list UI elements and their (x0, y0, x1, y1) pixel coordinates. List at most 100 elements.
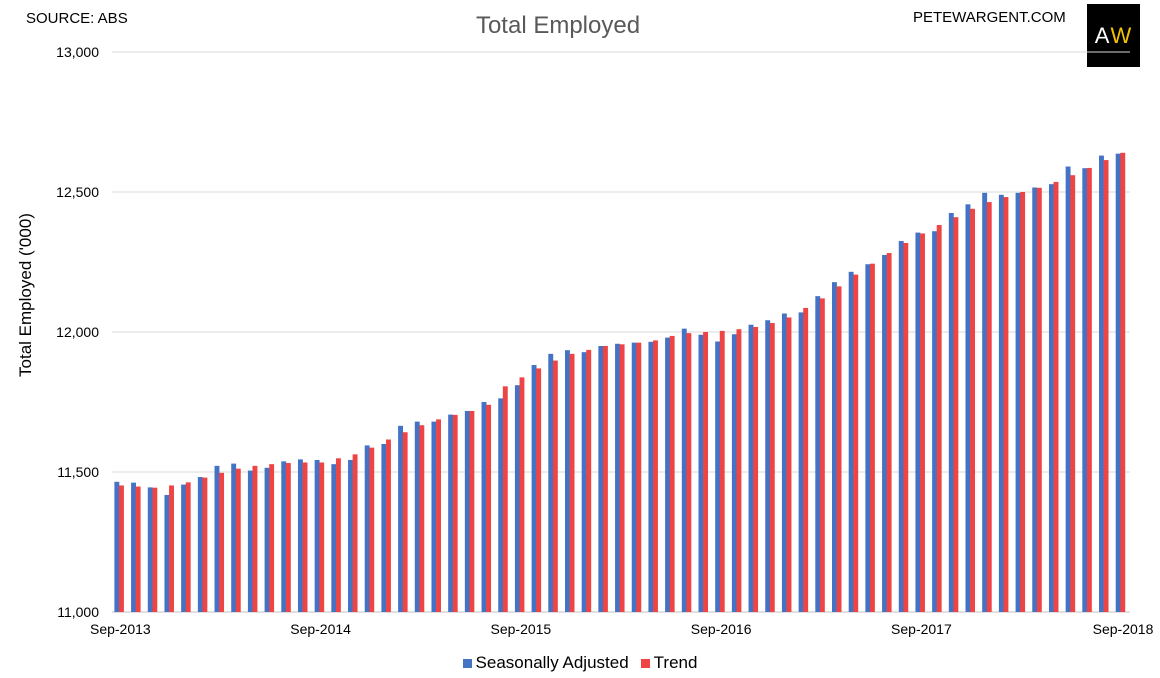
bar-seasonally-adjusted (898, 241, 904, 612)
bar-trend (819, 298, 825, 612)
bar-trend (452, 414, 458, 612)
bar-seasonally-adjusted (681, 328, 687, 612)
bar-seasonally-adjusted (765, 320, 771, 612)
y-tick-label: 12,000 (56, 324, 99, 340)
y-tick-label: 11,500 (57, 464, 99, 480)
bar-trend (1086, 167, 1092, 613)
legend-swatch-trend (640, 658, 650, 668)
bar-trend (552, 360, 558, 612)
bar-seasonally-adjusted (147, 487, 153, 612)
bar-seasonally-adjusted (781, 313, 787, 612)
bar-seasonally-adjusted (932, 231, 938, 612)
bar-trend (502, 386, 508, 612)
legend-item-seasonally-adjusted: Seasonally Adjusted (462, 653, 629, 673)
bar-trend (185, 482, 191, 612)
bar-seasonally-adjusted (297, 459, 303, 612)
bar-seasonally-adjusted (982, 192, 988, 612)
bar-trend (636, 342, 642, 612)
legend-item-trend: Trend (640, 653, 698, 673)
bar-seasonally-adjusted (998, 194, 1004, 613)
bar-trend (853, 274, 859, 612)
bar-seasonally-adjusted (114, 481, 120, 612)
legend-label-trend: Trend (653, 653, 698, 672)
bar-seasonally-adjusted (164, 494, 170, 612)
bar-trend (402, 432, 408, 612)
bar-trend (753, 326, 759, 612)
bar-trend (519, 377, 525, 612)
y-tick-label: 13,000 (56, 44, 99, 60)
bar-seasonally-adjusted (615, 343, 620, 612)
bar-trend (569, 353, 575, 612)
bar-seasonally-adjusted (197, 477, 203, 612)
bar-seasonally-adjusted (331, 464, 337, 612)
bar-seasonally-adjusted (748, 324, 754, 612)
bar-seasonally-adjusted (815, 296, 821, 612)
bar-trend (1120, 152, 1126, 613)
y-tick-label: 11,000 (57, 604, 99, 620)
source-label: SOURCE: ABS (26, 10, 128, 27)
bar-trend (1070, 175, 1076, 612)
bar-seasonally-adjusted (1115, 153, 1121, 612)
bar-trend (920, 233, 925, 612)
bar-trend (653, 340, 658, 612)
bar-trend (1020, 192, 1026, 612)
bar-trend (536, 368, 542, 612)
bar-seasonally-adjusted (398, 425, 403, 612)
bar-trend (269, 464, 275, 612)
bar-trend (1036, 187, 1042, 613)
x-tick-label: Sep-2016 (691, 621, 752, 637)
legend-swatch-seasonally-adjusted (462, 658, 472, 668)
bar-trend (1003, 197, 1009, 613)
bar-seasonally-adjusted (548, 353, 554, 612)
bar-trend (1103, 160, 1109, 612)
bar-trend (135, 486, 141, 612)
bar-seasonally-adjusted (698, 334, 704, 612)
bar-seasonally-adjusted (464, 410, 470, 612)
logo-letter-w: W (1110, 22, 1133, 48)
bar-seasonally-adjusted (264, 467, 270, 612)
bar-trend (486, 404, 492, 612)
bar-trend (686, 333, 692, 612)
bar-seasonally-adjusted (531, 365, 537, 612)
bar-seasonally-adjusted (231, 463, 237, 612)
legend-label-seasonally-adjusted: Seasonally Adjusted (475, 653, 629, 672)
bar-seasonally-adjusted (214, 465, 220, 612)
bar-seasonally-adjusted (882, 255, 887, 612)
bar-trend (836, 286, 842, 612)
bar-seasonally-adjusted (364, 445, 370, 612)
bar-seasonally-adjusted (281, 461, 287, 612)
bar-trend (986, 202, 992, 612)
bar-trend (936, 225, 942, 613)
chart-title: Total Employed (475, 12, 641, 39)
bar-trend (152, 487, 158, 612)
bar-seasonally-adjusted (948, 213, 954, 612)
bar-seasonally-adjusted (481, 402, 487, 612)
logo-letter-a: A (1094, 22, 1111, 48)
bar-trend (786, 317, 792, 612)
bar-trend (769, 323, 775, 612)
bar-trend (970, 208, 976, 613)
bar-seasonally-adjusted (965, 204, 971, 612)
bar-seasonally-adjusted (665, 337, 671, 612)
bar-seasonally-adjusted (798, 312, 804, 612)
bar-seasonally-adjusted (1065, 166, 1071, 612)
bar-trend (219, 472, 225, 612)
bar-seasonally-adjusted (832, 282, 837, 612)
y-tick-label: 12,500 (56, 184, 99, 200)
bar-seasonally-adjusted (498, 398, 504, 612)
bar-trend (669, 335, 675, 612)
bar-seasonally-adjusted (631, 342, 637, 612)
bar-trend (252, 465, 258, 612)
bar-trend (202, 477, 208, 612)
bar-seasonally-adjusted (348, 459, 353, 612)
bar-trend (235, 468, 241, 612)
legend: Seasonally Adjusted Trend (0, 653, 1160, 673)
bar-trend (869, 263, 875, 612)
bars (114, 152, 1126, 613)
bar-seasonally-adjusted (848, 271, 854, 612)
bar-seasonally-adjusted (731, 334, 737, 612)
bar-seasonally-adjusted (314, 459, 320, 612)
bar-trend (319, 462, 325, 612)
site-name: PETEWARGENT.COM (913, 9, 1066, 26)
bar-trend (169, 485, 174, 612)
